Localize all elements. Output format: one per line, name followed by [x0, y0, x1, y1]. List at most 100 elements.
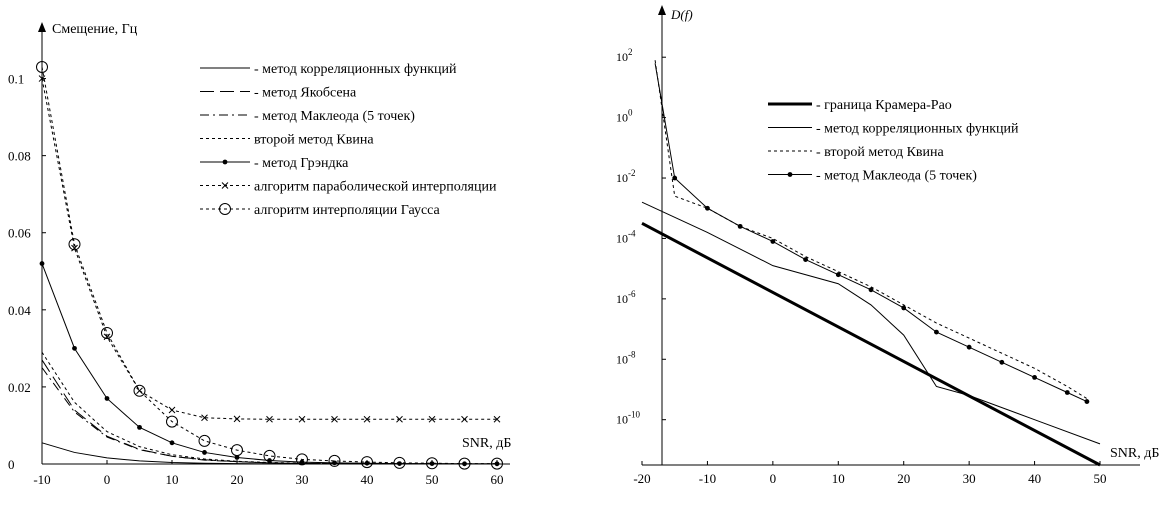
data-point — [393, 456, 406, 469]
data-point — [705, 205, 710, 211]
legend-label: - метод Маклеода (5 точек) — [816, 169, 977, 184]
data-point — [133, 384, 146, 397]
data-point — [231, 444, 243, 457]
x-tick-label: -20 — [633, 471, 650, 486]
series-line — [41, 367, 497, 465]
y-axis-arrow — [658, 5, 666, 15]
y-tick-label: 0.06 — [8, 226, 31, 241]
data-point — [331, 415, 338, 423]
legend-label: - метод Якобсена — [254, 86, 357, 101]
data-point — [737, 223, 743, 229]
data-point — [298, 415, 306, 423]
data-point — [934, 329, 939, 335]
y-tick-label: 0.02 — [8, 380, 31, 395]
legend-label: - второй метод Квина — [816, 145, 945, 160]
data-point — [361, 456, 373, 469]
data-point — [803, 257, 808, 262]
x-tick-label: 60 — [491, 472, 504, 487]
y-tick-label: 10-8 — [616, 349, 636, 366]
legend-label: - метод Маклеода (5 точек) — [254, 109, 415, 124]
y-tick-label: 10-6 — [616, 289, 636, 306]
x-axis-title: SNR, дБ — [1110, 446, 1159, 461]
data-point — [201, 414, 208, 422]
data-point — [429, 461, 435, 467]
data-point — [1084, 399, 1090, 404]
data-point — [1032, 375, 1037, 380]
y-tick-label: 102 — [616, 47, 633, 64]
data-point — [328, 454, 341, 467]
legend-label: - метод корреляционных функций — [254, 62, 457, 77]
x-tick-label: 10 — [166, 472, 179, 487]
data-point — [36, 60, 48, 73]
series-line — [641, 201, 1101, 445]
y-tick-label: 10-10 — [616, 410, 640, 427]
legend-label: - граница Крамера-Рао — [816, 98, 952, 113]
series-line — [41, 78, 497, 420]
data-point — [364, 460, 370, 466]
data-point — [296, 453, 308, 466]
variance-chart: 102 100 10-2 10-4 10-6 10-8 10-10 -20 -10 0 10 20 30… — [616, 5, 1159, 486]
y-tick-label: 0.08 — [8, 149, 31, 164]
data-point — [966, 344, 972, 350]
x-tick-label: 30 — [963, 471, 976, 486]
x-tick-label: 0 — [770, 471, 777, 486]
y-tick-label: 0.1 — [8, 72, 24, 87]
x-tick-label: 40 — [1028, 471, 1041, 486]
data-point — [202, 450, 207, 455]
bias-chart: 0 0.02 0.04 0.06 0.08 0.1 -10 0 10 20 30 40 50 60 Смещ… — [8, 22, 511, 487]
x-tick-label: 30 — [296, 472, 309, 487]
y-tick-label: 0 — [8, 457, 15, 472]
data-point — [68, 238, 81, 251]
data-point — [103, 333, 111, 341]
data-point — [835, 272, 841, 278]
data-point — [396, 415, 403, 423]
y-tick-label: 10-2 — [616, 168, 636, 185]
x-tick-label: 10 — [832, 471, 845, 486]
data-point — [101, 326, 113, 339]
data-point — [168, 406, 176, 414]
legend-label: алгоритм интерполяции Гаусса — [254, 203, 441, 218]
x-tick-label: 20 — [897, 471, 910, 486]
y-tick-label: 100 — [616, 108, 633, 125]
data-point — [672, 175, 678, 181]
data-point — [461, 415, 468, 423]
x-tick-label: 50 — [1094, 471, 1107, 486]
data-point — [72, 345, 77, 351]
data-point — [458, 457, 471, 470]
legend-marker — [222, 159, 228, 165]
legend-label: второй метод Квина — [254, 133, 374, 148]
legend-marker — [221, 182, 229, 189]
data-point — [901, 305, 907, 311]
data-point — [234, 455, 240, 460]
data-point — [426, 457, 438, 470]
data-point — [868, 287, 874, 293]
x-axis-title: SNR, дБ — [462, 436, 511, 451]
data-point — [999, 359, 1005, 365]
data-point — [104, 396, 110, 401]
data-point — [137, 424, 142, 430]
data-point — [494, 461, 500, 467]
data-point — [491, 457, 503, 470]
legend-marker — [219, 203, 231, 215]
data-point — [263, 449, 276, 462]
y-tick-label: 0.04 — [8, 303, 31, 318]
data-point — [166, 415, 178, 428]
series-line — [41, 359, 497, 465]
data-point — [428, 415, 436, 423]
series-line — [41, 263, 497, 465]
data-point — [363, 415, 371, 423]
y-axis-arrow — [38, 22, 46, 32]
series-line — [41, 351, 497, 465]
data-point — [299, 459, 305, 465]
legend-label: алгоритм параболической интерполяции — [254, 180, 497, 195]
x-tick-label: 40 — [361, 472, 374, 487]
x-tick-label: -10 — [33, 472, 50, 487]
data-point — [266, 415, 273, 423]
data-point — [332, 460, 337, 466]
data-point — [493, 415, 501, 423]
y-axis-title: D(f) — [670, 7, 693, 22]
legend-label: - метод корреляционных функций — [816, 122, 1019, 137]
data-point — [770, 239, 776, 244]
data-point — [397, 461, 402, 467]
